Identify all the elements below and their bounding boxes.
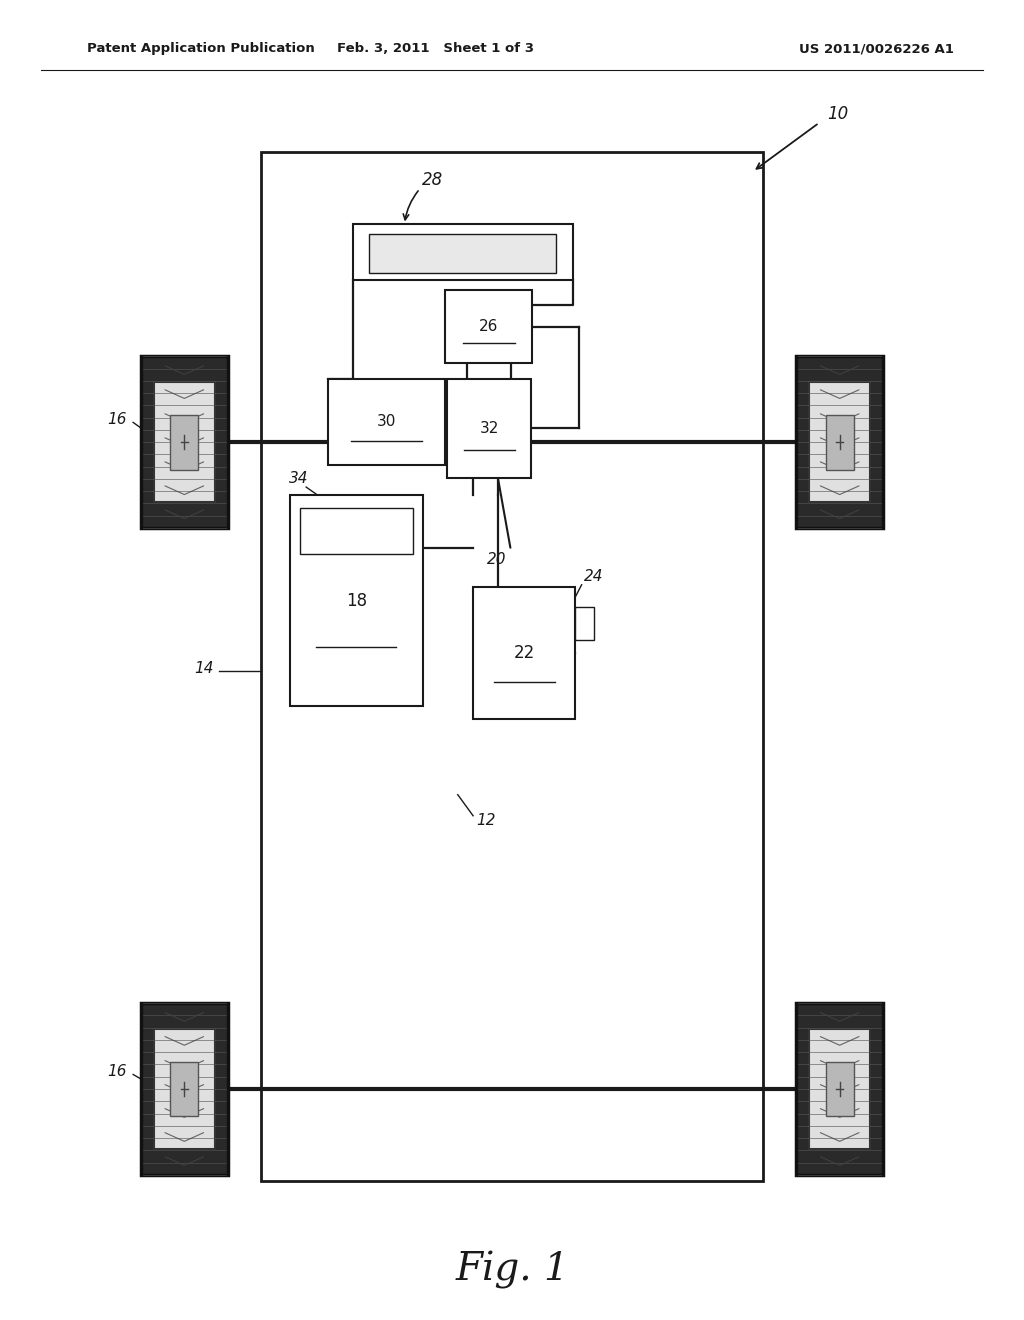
Bar	[261, 152, 763, 1181]
Bar	[825, 1061, 854, 1117]
Text: 16: 16	[819, 1064, 839, 1078]
Text: Fig. 1: Fig. 1	[455, 1251, 569, 1288]
Text: 16: 16	[108, 412, 127, 426]
Bar	[473, 587, 575, 719]
Text: 26: 26	[449, 268, 468, 282]
Text: US 2011/0026226 A1: US 2011/0026226 A1	[799, 42, 953, 55]
Bar	[328, 379, 445, 465]
Bar	[797, 1003, 883, 1175]
Bar	[140, 356, 227, 528]
Text: 18: 18	[346, 591, 367, 610]
Bar	[797, 356, 883, 528]
Text: 22: 22	[514, 644, 535, 663]
Bar	[140, 1003, 227, 1175]
Text: 12: 12	[476, 813, 496, 828]
Text: 16: 16	[819, 412, 839, 426]
Bar	[154, 381, 215, 502]
Bar	[170, 414, 199, 470]
Text: 16: 16	[108, 1064, 127, 1078]
Bar	[809, 381, 870, 502]
Text: 10: 10	[827, 104, 849, 123]
Text: 24: 24	[584, 569, 603, 583]
Text: 30: 30	[377, 414, 396, 429]
Text: 32: 32	[480, 421, 499, 436]
Bar	[809, 1030, 870, 1148]
Bar	[290, 495, 423, 706]
Text: 34: 34	[289, 471, 308, 486]
Bar	[445, 290, 532, 363]
Bar	[447, 379, 531, 478]
Text: 14: 14	[195, 661, 214, 676]
Text: 28: 28	[422, 170, 443, 189]
Bar	[353, 224, 573, 280]
Bar	[575, 607, 594, 640]
Text: 20: 20	[487, 552, 507, 566]
Text: Patent Application Publication: Patent Application Publication	[87, 42, 314, 55]
Bar	[369, 234, 556, 273]
Bar	[170, 1061, 199, 1117]
Bar	[825, 414, 854, 470]
Text: Feb. 3, 2011   Sheet 1 of 3: Feb. 3, 2011 Sheet 1 of 3	[337, 42, 534, 55]
Text: 26: 26	[479, 319, 499, 334]
Bar	[300, 508, 413, 554]
Bar	[154, 1030, 215, 1148]
